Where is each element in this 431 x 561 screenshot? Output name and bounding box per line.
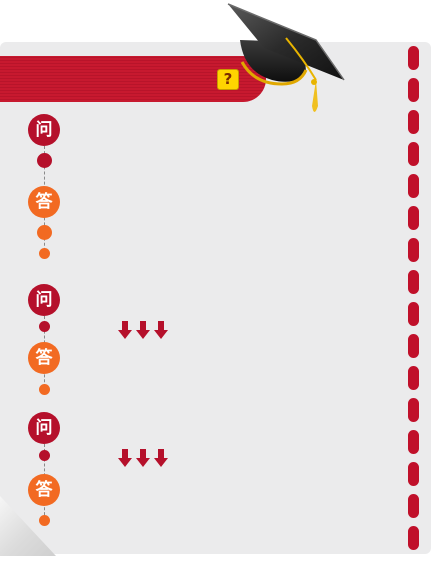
ask-badge: 问 — [28, 114, 60, 146]
answer-badge: 答 — [28, 474, 60, 506]
answer-badge: 答 — [28, 186, 60, 218]
timeline-dot — [39, 515, 50, 526]
side-dash — [408, 174, 419, 198]
side-dash — [408, 398, 419, 422]
side-dash — [408, 270, 419, 294]
timeline-dot — [39, 384, 50, 395]
triple-down-arrow-icon[interactable] — [118, 321, 172, 341]
side-dash — [408, 78, 419, 102]
timeline-dot — [39, 248, 50, 259]
timeline-dot — [39, 450, 50, 461]
side-dashed-border — [408, 46, 419, 560]
side-dash — [408, 334, 419, 358]
side-dash — [408, 366, 419, 390]
side-dash — [408, 110, 419, 134]
graduation-cap-icon — [227, 3, 345, 112]
side-dash — [408, 430, 419, 454]
side-dash — [408, 238, 419, 262]
ask-badge: 问 — [28, 412, 60, 444]
side-dash — [408, 46, 419, 70]
content-card — [0, 42, 431, 554]
timeline-dot — [39, 321, 50, 332]
side-dash — [408, 206, 419, 230]
triple-down-arrow-icon[interactable] — [118, 449, 172, 469]
side-dash — [408, 462, 419, 486]
ask-badge: 问 — [28, 284, 60, 316]
side-dash — [408, 494, 419, 518]
side-dash — [408, 142, 419, 166]
timeline-dot — [37, 153, 52, 168]
side-dash — [408, 302, 419, 326]
timeline-dot — [37, 225, 52, 240]
side-dash — [408, 526, 419, 550]
answer-badge: 答 — [28, 342, 60, 374]
question-mark-icon[interactable]: ? — [217, 69, 239, 90]
